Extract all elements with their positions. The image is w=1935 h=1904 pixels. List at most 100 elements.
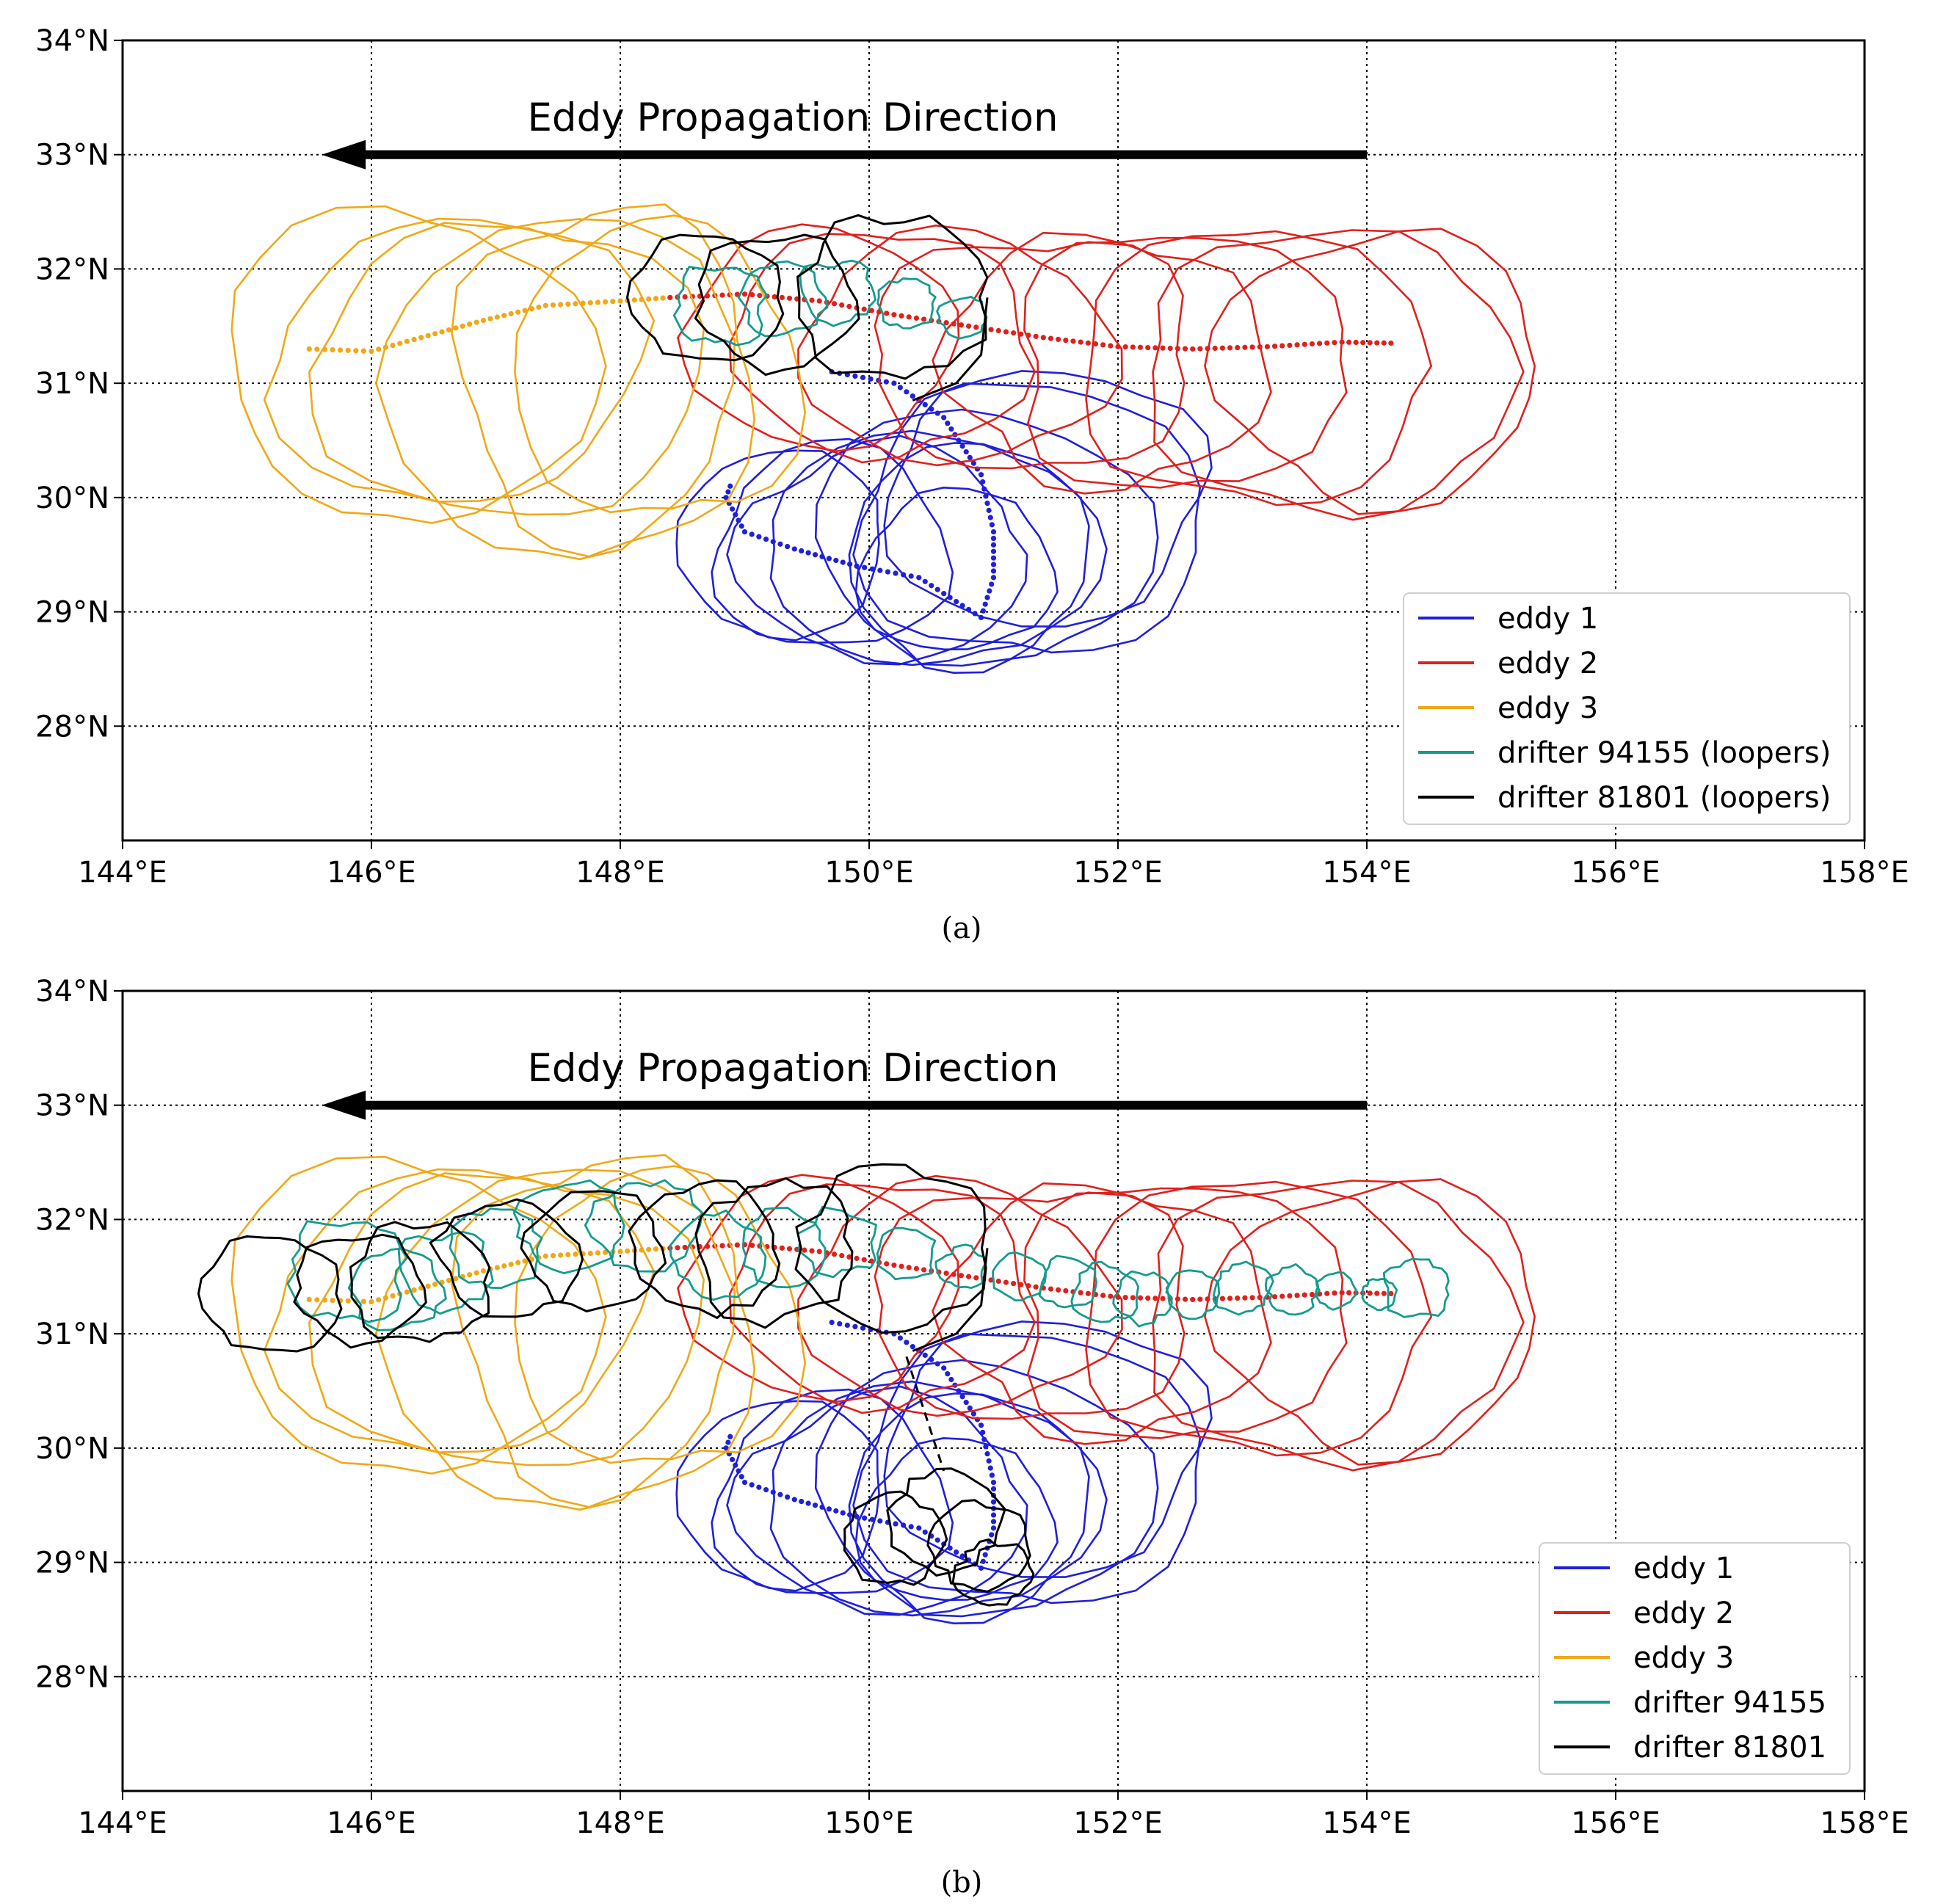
eddy-2-center-point	[1197, 1296, 1203, 1302]
eddy-2-center-point	[1367, 340, 1373, 346]
drifter-94155-loop	[397, 1230, 494, 1315]
x-tick-label: 144°E	[78, 856, 167, 890]
eddy-3-center-point	[330, 1297, 335, 1304]
eddy-1-center-point	[727, 483, 733, 489]
eddy-1-center-point	[987, 515, 993, 520]
eddy-1-center-point	[826, 556, 832, 562]
plot-frame	[121, 39, 1866, 842]
eddy-1-center-point	[982, 601, 988, 607]
y-tick-label: 33°N	[35, 1089, 109, 1123]
axes: 144°E 146°E 148°E 150°E 152°E 154°E 156°E 158°E…	[35, 975, 1909, 1840]
eddy-2-center-point	[1175, 346, 1180, 352]
legend: eddy 1 eddy 2 eddy 3 drifter 94155 (loopers…	[1403, 592, 1851, 825]
eddy-1-center-point	[929, 406, 934, 412]
eddy-3-center-point	[515, 309, 521, 315]
eddy-1-center-point	[897, 385, 903, 390]
eddy-1-center-point	[791, 1497, 797, 1503]
eddy-1-center-point	[777, 1491, 783, 1497]
eddy-1-center-point	[860, 374, 866, 380]
eddy-2-center-point	[1056, 1287, 1061, 1293]
eddy-1-center-point	[967, 454, 973, 460]
eddy-2-center-point	[757, 292, 763, 299]
eddy-2-center-point	[951, 321, 956, 327]
eddy-1-center-point	[862, 1515, 868, 1521]
eddy-3-center-point	[432, 1282, 438, 1287]
eddy-3-center-point	[603, 299, 609, 305]
eddy-2-center-point	[1264, 344, 1270, 349]
eddy-2-center-point	[958, 322, 965, 328]
eddy-2-center-point	[1360, 340, 1366, 346]
legend-label: drifter 94155	[1633, 1686, 1826, 1720]
eddy-3-center-point	[473, 1270, 479, 1276]
drifter-94155-loop	[876, 1227, 937, 1281]
eddy-1-center-point	[819, 553, 825, 559]
eddy-2-center-point	[921, 316, 927, 322]
eddy-2-center-point	[831, 301, 838, 307]
eddy-3-center-point	[306, 346, 312, 352]
eddy-3-center-point	[460, 323, 465, 329]
eddy-3-center-point	[411, 1287, 417, 1293]
eddy-1-center-point	[860, 1325, 866, 1331]
legend-label: eddy 2	[1497, 647, 1598, 680]
eddy-2-contour	[728, 1183, 1036, 1414]
eddy-3-center-point	[639, 297, 645, 302]
eddy-2-center-point	[1018, 331, 1024, 337]
eddy-2-center-point	[1063, 1287, 1069, 1294]
eddy-2-center-point	[786, 1246, 793, 1251]
eddy-1-center-point	[756, 1484, 762, 1490]
eddy-1-center-point	[959, 1394, 965, 1400]
x-tick-label: 152°E	[1073, 856, 1163, 890]
eddy-1-center-point	[805, 1500, 811, 1506]
eddy-2-center-point	[1279, 1293, 1285, 1299]
eddy-2-center-point	[1235, 1295, 1241, 1301]
eddy-2-contour	[797, 224, 1123, 467]
eddy-2-center-point	[1108, 343, 1114, 349]
eddy-2-center-point	[1033, 333, 1039, 339]
eddy-1-center-point	[981, 486, 987, 492]
eddy-3-contour	[451, 203, 755, 558]
eddy-2-center-point	[1175, 1296, 1180, 1302]
eddy-1-center-point	[749, 531, 755, 537]
eddy-1-center-point	[799, 548, 805, 554]
eddy-3-center-point	[453, 325, 459, 331]
eddy-2-center-point	[1388, 340, 1394, 346]
drifter-94155-loop	[737, 260, 829, 338]
eddy-3-center-point	[522, 1258, 528, 1264]
eddy-1-center-point	[738, 523, 744, 529]
eddy-3-center-point	[625, 1248, 631, 1254]
eddy-3-center-point	[338, 347, 344, 353]
eddy-1-center-point	[990, 535, 997, 542]
drifter-94155-loop	[286, 1220, 408, 1323]
eddy-2-center-point	[1160, 1296, 1166, 1301]
eddy-2-contour	[1023, 1187, 1348, 1439]
eddy-1-center-point	[990, 1519, 997, 1525]
eddy-3-center-point	[573, 301, 578, 307]
eddy-3-contour	[514, 1165, 806, 1464]
eddy-1-center-point	[990, 555, 997, 561]
eddy-1-contour	[852, 382, 1201, 654]
eddy-1-center-point	[954, 1549, 959, 1555]
drifter-94155-loop	[512, 1179, 625, 1274]
panel-a: Eddy Propagation Direction 144°E 146°E 148…	[35, 24, 1909, 945]
eddy-3-contour	[230, 205, 607, 524]
eddy-1-center-point	[852, 1323, 858, 1330]
panel-caption: (a)	[941, 912, 981, 945]
eddy-1-center-point	[922, 578, 928, 584]
propagation-label: Eddy Propagation Direction	[527, 95, 1058, 140]
eddy-1-center-point	[990, 575, 997, 581]
eddy-1-center-point	[987, 588, 992, 594]
legend-label: drifter 94155 (loopers)	[1497, 736, 1831, 770]
eddy-2-center-point	[1033, 1284, 1039, 1290]
eddy-1-center-point	[763, 536, 769, 542]
eddy-1-center-point	[983, 1444, 989, 1450]
eddy-3-center-point	[404, 338, 410, 344]
plot-frame	[121, 989, 1866, 1792]
drifter-81801-loop	[926, 1499, 1031, 1593]
eddy-1-center-point	[736, 517, 741, 523]
eddy-1-center-point	[980, 608, 986, 614]
eddy-3-center-point	[314, 346, 320, 352]
eddy-2-contour	[728, 233, 1036, 464]
x-tick-label: 146°E	[327, 856, 416, 890]
eddy-2-center-point	[1145, 344, 1151, 351]
eddy-2-center-point	[943, 1271, 949, 1276]
